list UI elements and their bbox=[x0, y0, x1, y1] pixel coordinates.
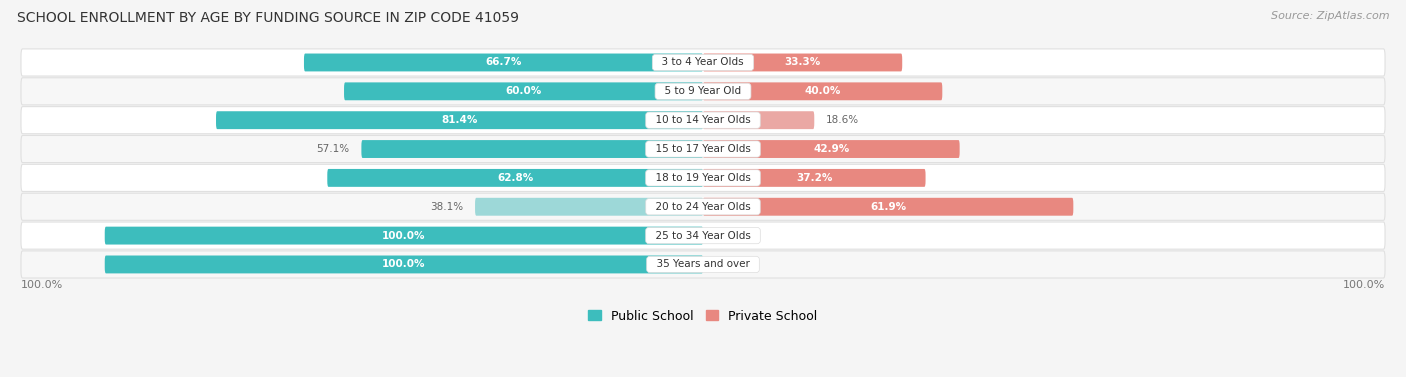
FancyBboxPatch shape bbox=[21, 49, 1385, 76]
Text: 3 to 4 Year Olds: 3 to 4 Year Olds bbox=[655, 57, 751, 67]
Text: 81.4%: 81.4% bbox=[441, 115, 478, 125]
FancyBboxPatch shape bbox=[104, 256, 703, 273]
Text: 35 Years and over: 35 Years and over bbox=[650, 259, 756, 270]
Text: 37.2%: 37.2% bbox=[796, 173, 832, 183]
Text: 38.1%: 38.1% bbox=[430, 202, 463, 212]
FancyBboxPatch shape bbox=[21, 251, 1385, 278]
Text: 100.0%: 100.0% bbox=[1343, 280, 1385, 290]
FancyBboxPatch shape bbox=[361, 140, 703, 158]
FancyBboxPatch shape bbox=[21, 222, 1385, 249]
Legend: Public School, Private School: Public School, Private School bbox=[583, 305, 823, 328]
Text: 10 to 14 Year Olds: 10 to 14 Year Olds bbox=[650, 115, 756, 125]
FancyBboxPatch shape bbox=[328, 169, 703, 187]
Text: 61.9%: 61.9% bbox=[870, 202, 907, 212]
Text: 40.0%: 40.0% bbox=[804, 86, 841, 97]
Text: 100.0%: 100.0% bbox=[382, 259, 426, 270]
FancyBboxPatch shape bbox=[21, 135, 1385, 162]
Text: SCHOOL ENROLLMENT BY AGE BY FUNDING SOURCE IN ZIP CODE 41059: SCHOOL ENROLLMENT BY AGE BY FUNDING SOUR… bbox=[17, 11, 519, 25]
Text: 57.1%: 57.1% bbox=[316, 144, 350, 154]
Text: 25 to 34 Year Olds: 25 to 34 Year Olds bbox=[648, 231, 758, 241]
Text: 15 to 17 Year Olds: 15 to 17 Year Olds bbox=[648, 144, 758, 154]
Text: 0.0%: 0.0% bbox=[716, 259, 741, 270]
FancyBboxPatch shape bbox=[21, 107, 1385, 134]
Text: 100.0%: 100.0% bbox=[21, 280, 63, 290]
Text: 18.6%: 18.6% bbox=[827, 115, 859, 125]
FancyBboxPatch shape bbox=[21, 193, 1385, 220]
FancyBboxPatch shape bbox=[703, 83, 942, 100]
Text: 100.0%: 100.0% bbox=[382, 231, 426, 241]
Text: 33.3%: 33.3% bbox=[785, 57, 821, 67]
Text: 20 to 24 Year Olds: 20 to 24 Year Olds bbox=[650, 202, 756, 212]
Text: 42.9%: 42.9% bbox=[813, 144, 849, 154]
Text: Source: ZipAtlas.com: Source: ZipAtlas.com bbox=[1271, 11, 1389, 21]
FancyBboxPatch shape bbox=[703, 169, 925, 187]
FancyBboxPatch shape bbox=[703, 140, 960, 158]
FancyBboxPatch shape bbox=[104, 227, 703, 245]
FancyBboxPatch shape bbox=[703, 111, 814, 129]
Text: 66.7%: 66.7% bbox=[485, 57, 522, 67]
Text: 60.0%: 60.0% bbox=[505, 86, 541, 97]
FancyBboxPatch shape bbox=[344, 83, 703, 100]
FancyBboxPatch shape bbox=[703, 54, 903, 71]
Text: 62.8%: 62.8% bbox=[498, 173, 533, 183]
FancyBboxPatch shape bbox=[475, 198, 703, 216]
FancyBboxPatch shape bbox=[703, 198, 1073, 216]
FancyBboxPatch shape bbox=[21, 164, 1385, 192]
Text: 0.0%: 0.0% bbox=[716, 231, 741, 241]
Text: 18 to 19 Year Olds: 18 to 19 Year Olds bbox=[648, 173, 758, 183]
Text: 5 to 9 Year Old: 5 to 9 Year Old bbox=[658, 86, 748, 97]
FancyBboxPatch shape bbox=[21, 78, 1385, 105]
FancyBboxPatch shape bbox=[304, 54, 703, 71]
FancyBboxPatch shape bbox=[217, 111, 703, 129]
